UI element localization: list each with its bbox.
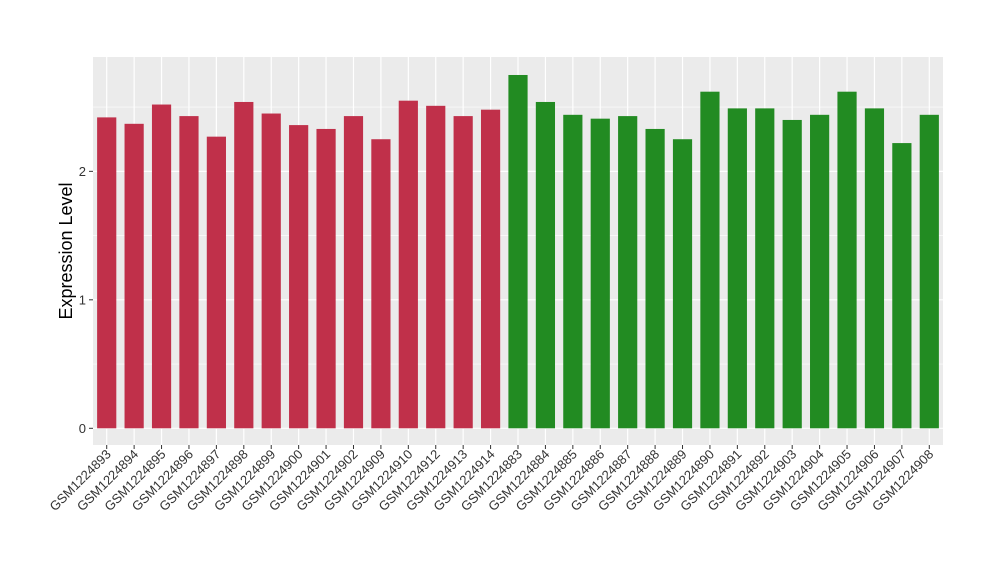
bar-GSM1224886 — [590, 118, 610, 429]
bar-GSM1224905 — [837, 91, 857, 429]
bar-GSM1224901 — [316, 128, 336, 429]
bar-GSM1224910 — [398, 100, 418, 429]
bar-GSM1224888 — [645, 128, 665, 429]
bar-GSM1224904 — [810, 114, 830, 429]
bar-GSM1224913 — [453, 116, 473, 429]
bar-GSM1224900 — [289, 125, 309, 429]
y-tick-label: 1 — [79, 292, 86, 307]
bar-GSM1224885 — [563, 114, 583, 429]
bar-GSM1224906 — [864, 108, 885, 429]
bar-GSM1224912 — [426, 105, 446, 429]
bar-GSM1224898 — [234, 101, 254, 429]
bar-GSM1224902 — [343, 116, 364, 429]
bar-GSM1224914 — [480, 109, 501, 429]
bar-GSM1224897 — [206, 136, 226, 429]
y-axis: 0 1 2 — [79, 164, 93, 436]
bar-GSM1224884 — [535, 101, 556, 429]
bar-GSM1224894 — [124, 123, 144, 429]
bar-GSM1224895 — [151, 104, 172, 429]
y-axis-title: Expression Level — [56, 182, 76, 319]
y-tick-label: 2 — [79, 164, 86, 179]
bar-GSM1224887 — [618, 116, 638, 429]
bar-GSM1224890 — [700, 91, 720, 429]
bar-GSM1224903 — [782, 119, 802, 429]
y-tick-label: 0 — [79, 421, 86, 436]
bar-GSM1224893 — [97, 117, 117, 429]
bars — [97, 74, 939, 429]
bar-GSM1224892 — [755, 108, 775, 429]
bar-GSM1224883 — [508, 74, 528, 429]
bar-GSM1224899 — [261, 113, 281, 429]
bar-GSM1224909 — [371, 139, 391, 429]
bar-GSM1224907 — [892, 143, 912, 429]
bar-GSM1224896 — [179, 116, 199, 429]
bar-GSM1224908 — [919, 114, 939, 429]
bar-GSM1224889 — [672, 139, 693, 429]
bar-GSM1224891 — [727, 108, 747, 429]
x-axis: GSM1224893GSM1224894GSM1224895GSM1224896… — [46, 445, 936, 514]
